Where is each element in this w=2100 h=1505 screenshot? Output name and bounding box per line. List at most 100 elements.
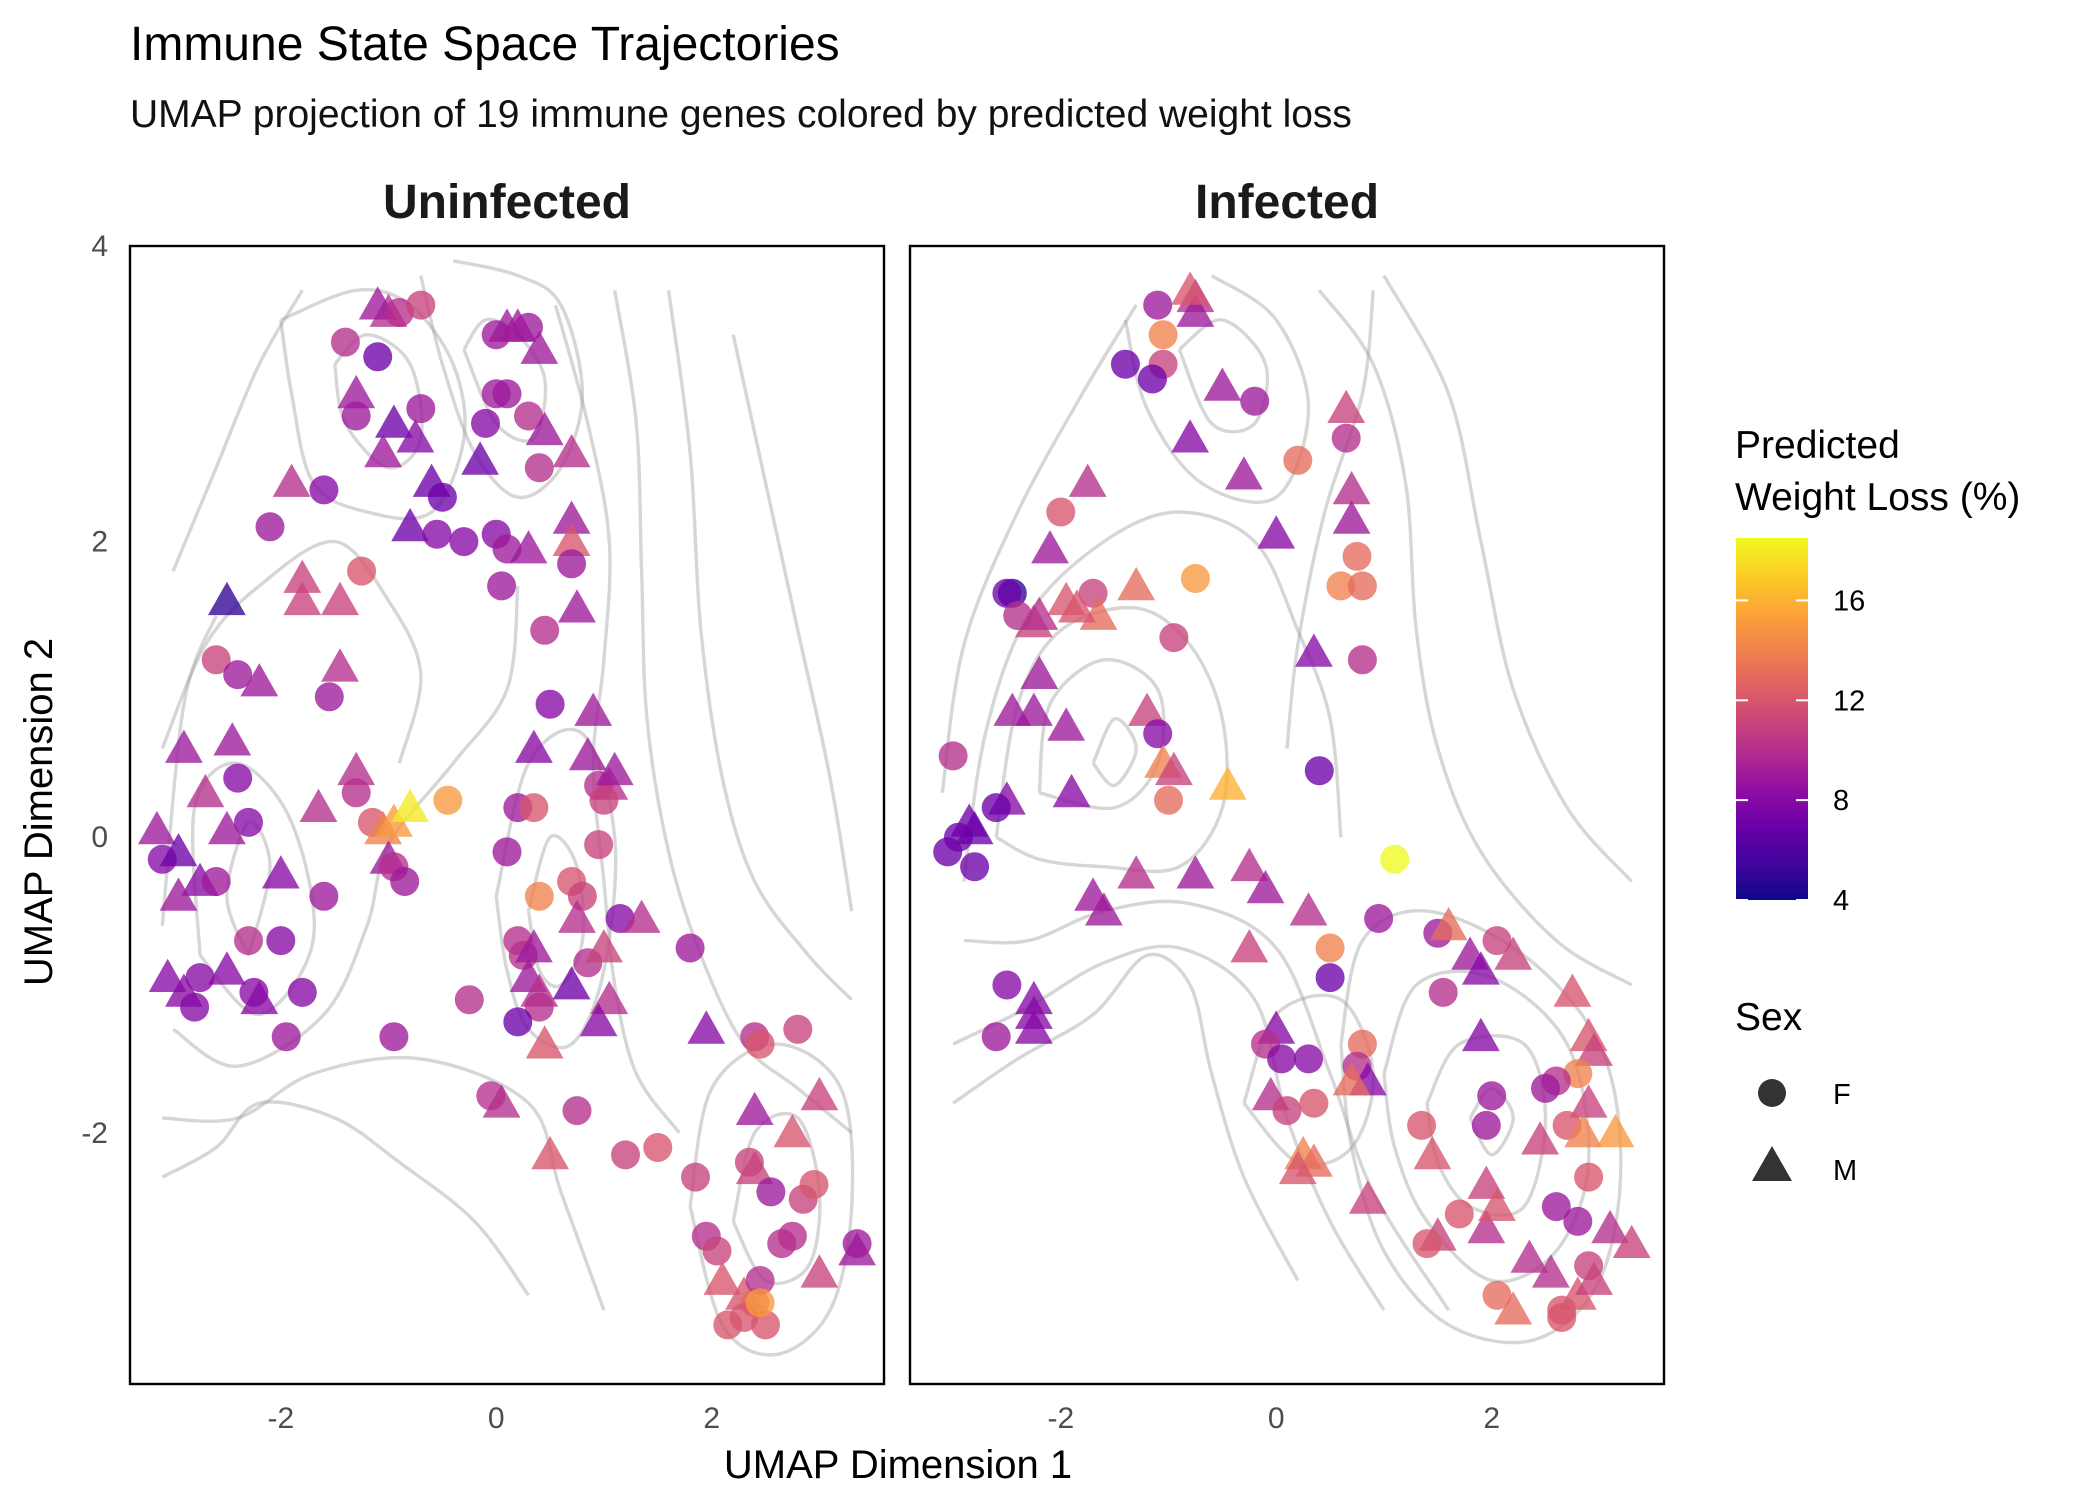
data-point-female [960,852,990,882]
data-point-female [1046,497,1076,527]
data-point-male [1176,293,1215,327]
data-point-female [514,401,543,431]
data-point-male [498,308,537,342]
data-point-female [756,1177,786,1207]
data-point-female [341,778,371,808]
data-point-female [1482,1280,1512,1310]
data-point-female [347,556,377,586]
shape-legend-label-m: M [1833,1155,1857,1187]
data-point-male [1596,1113,1635,1148]
density-contour-line [1339,909,1623,1345]
data-point-female [745,1029,775,1059]
data-point-male [1510,1239,1549,1273]
data-point-male [213,722,252,756]
data-point-female [1347,645,1377,675]
panel-uninfected-strip-label: Uninfected [383,176,631,229]
data-point-male [391,507,429,542]
data-point-male [1176,855,1215,889]
data-point-male [375,404,413,438]
y-tick-label: 0 [91,821,108,854]
density-contour-line [1091,717,1138,788]
colorbar-tick-label: 4 [1833,885,1849,917]
data-point-male [1257,515,1296,549]
data-point-female [702,1236,732,1266]
data-point-female [1267,1044,1297,1074]
data-point-male [482,1084,521,1118]
data-point-female [406,394,436,424]
data-point-male [703,1261,742,1295]
data-point-male [240,980,279,1015]
data-point-female [992,578,1022,608]
data-point-female [422,519,452,549]
data-point-female [471,408,500,438]
data-point-female [363,342,393,372]
data-point-female [1471,1110,1501,1140]
density-contour-line [1382,274,1633,883]
x-axis-title: UMAP Dimension 1 [724,1443,1072,1487]
data-point-male [687,1010,726,1044]
data-point-male [1494,936,1533,970]
data-point-female [1380,844,1410,874]
shape-legend-label-f: F [1833,1079,1851,1111]
density-contour-line [172,585,520,1068]
data-point-female [1331,423,1361,453]
data-point-male [1332,1062,1371,1096]
x-tick-label: 2 [1483,1402,1500,1435]
colorbar-tick-label: 12 [1833,685,1865,717]
color-bar [1736,538,1808,900]
data-point-male [1532,1254,1570,1288]
panel-infected-frame [908,244,1666,1386]
y-axis-title: UMAP Dimension 2 [17,638,61,986]
x-tick-label: -2 [1047,1402,1074,1435]
chart-title: Immune State Space Trajectories [130,18,840,71]
data-point-female [938,741,968,771]
data-point-female [524,992,554,1022]
density-contour-line [952,944,1386,1311]
data-point-female [1137,364,1167,394]
data-point-male [272,463,311,497]
data-point-male [1575,1261,1613,1295]
density-contour-line [613,290,853,1135]
data-point-female [1294,1044,1323,1074]
data-point-male [585,929,623,963]
panel-infected-points [933,271,1651,1332]
data-point-female [777,1221,807,1251]
data-point-male [1230,847,1269,882]
color-legend-title-line-1: Predicted [1735,424,1900,467]
data-point-male [240,663,279,697]
data-point-female [234,926,263,956]
colorbar-ticks: 4 8 12 16 [1736,585,1865,917]
data-point-male [509,530,548,564]
legend-triangle-icon [1752,1146,1792,1181]
data-point-female [1143,290,1173,320]
density-contour-line [162,1055,606,1311]
data-point-male [1068,463,1107,497]
data-point-female [503,1007,533,1037]
data-point-female [675,933,705,963]
panel-uninfected-points [138,286,876,1340]
data-point-female [1541,1192,1571,1222]
data-point-female [1326,571,1356,601]
data-point-female [271,1022,301,1052]
panel-infected: Infected -2 0 2 [908,176,1666,1435]
data-point-male [165,729,203,763]
data-point-female [1547,1303,1577,1332]
data-point-female [933,837,963,867]
data-point-male [800,1076,839,1111]
data-point-female [799,1170,829,1199]
data-point-female [681,1162,710,1192]
data-point-male [735,1091,774,1125]
density-contour-line [279,288,467,521]
data-point-male [1015,1010,1053,1044]
data-point-male [552,500,591,534]
data-point-male [515,729,553,763]
data-point-male [208,810,246,845]
data-point-female [223,660,253,690]
data-point-male [283,559,322,593]
data-point-female [567,881,597,911]
data-point-male [1462,1017,1500,1052]
data-point-male [1575,1032,1613,1066]
data-point-female [584,830,614,860]
data-point-male [552,966,591,1000]
data-point-female [1304,756,1334,786]
